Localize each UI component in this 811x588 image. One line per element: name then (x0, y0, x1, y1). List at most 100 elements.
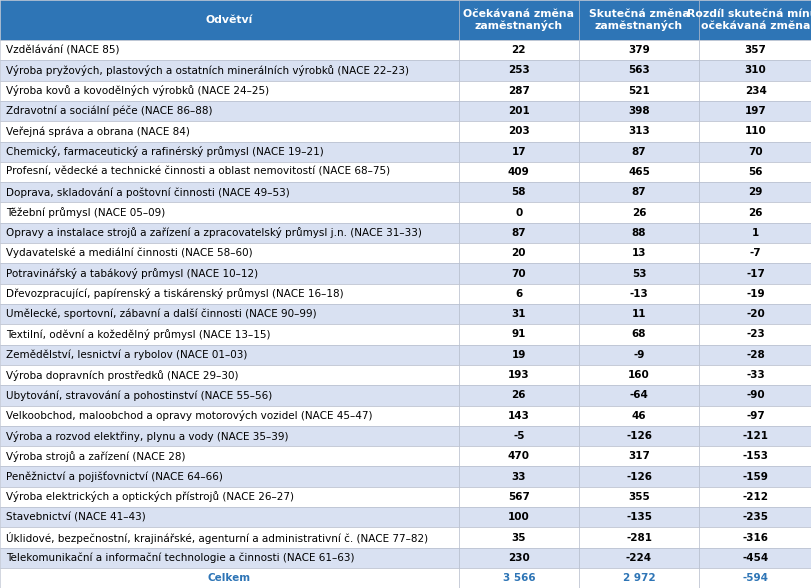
Text: Celkem: Celkem (208, 573, 251, 583)
Bar (458, 365, 578, 385)
Text: -316: -316 (741, 533, 768, 543)
Bar (0, 202, 458, 223)
Bar (578, 263, 698, 283)
Bar (458, 507, 578, 527)
Bar (578, 223, 698, 243)
Bar (578, 487, 698, 507)
Text: Dřevozpracující, papírenský a tiskárenský průmysl (NACE 16–18): Dřevozpracující, papírenský a tiskárensk… (6, 288, 343, 299)
Text: Výroba elektrických a optických přístrojů (NACE 26–27): Výroba elektrických a optických přístroj… (6, 492, 294, 502)
Text: -594: -594 (741, 573, 768, 583)
Text: 20: 20 (511, 248, 526, 258)
Text: Peněžnictví a pojišťovnictví (NACE 64–66): Peněžnictví a pojišťovnictví (NACE 64–66… (6, 471, 222, 482)
Text: 53: 53 (631, 269, 646, 279)
Text: 203: 203 (508, 126, 529, 136)
Bar (578, 304, 698, 325)
Text: 26: 26 (748, 208, 762, 218)
Text: Zdravotní a sociální péče (NACE 86–88): Zdravotní a sociální péče (NACE 86–88) (6, 106, 212, 116)
Bar (458, 162, 578, 182)
Text: Odvětví: Odvětví (205, 15, 253, 25)
Text: Chemický, farmaceutický a rafinérský průmysl (NACE 19–21): Chemický, farmaceutický a rafinérský prů… (6, 146, 324, 157)
Bar (698, 223, 811, 243)
Bar (578, 527, 698, 547)
Bar (698, 243, 811, 263)
Text: 35: 35 (511, 533, 526, 543)
Text: 26: 26 (631, 208, 646, 218)
Text: -454: -454 (741, 553, 768, 563)
Bar (458, 40, 578, 61)
Bar (578, 325, 698, 345)
Bar (578, 507, 698, 527)
Bar (578, 568, 698, 588)
Bar (578, 121, 698, 142)
Text: -19: -19 (745, 289, 764, 299)
Bar (458, 202, 578, 223)
Bar (0, 466, 458, 487)
Bar (698, 142, 811, 162)
Bar (0, 304, 458, 325)
Text: -235: -235 (741, 512, 768, 522)
Bar (0, 162, 458, 182)
Bar (578, 406, 698, 426)
Text: -9: -9 (633, 350, 644, 360)
Bar (578, 162, 698, 182)
Text: 2 972: 2 972 (622, 573, 654, 583)
Bar (458, 304, 578, 325)
Bar (578, 182, 698, 202)
Bar (458, 182, 578, 202)
Bar (0, 81, 458, 101)
Bar (698, 507, 811, 527)
Text: Vydavatelské a mediální činnosti (NACE 58–60): Vydavatelské a mediální činnosti (NACE 5… (6, 248, 252, 259)
Text: Vzdělávání (NACE 85): Vzdělávání (NACE 85) (6, 45, 119, 55)
Bar (698, 365, 811, 385)
Text: 465: 465 (628, 167, 649, 177)
Text: Výroba a rozvod elektřiny, plynu a vody (NACE 35–39): Výroba a rozvod elektřiny, plynu a vody … (6, 430, 288, 442)
Text: -281: -281 (625, 533, 651, 543)
Bar (578, 547, 698, 568)
Text: 201: 201 (508, 106, 529, 116)
Text: -212: -212 (741, 492, 768, 502)
Text: 70: 70 (511, 269, 526, 279)
Text: 1: 1 (751, 228, 758, 238)
Text: 287: 287 (508, 86, 529, 96)
Bar (458, 142, 578, 162)
Bar (458, 487, 578, 507)
Bar (0, 283, 458, 304)
Text: Těžební průmysl (NACE 05–09): Těžební průmysl (NACE 05–09) (6, 207, 165, 218)
Bar (578, 466, 698, 487)
Bar (458, 466, 578, 487)
Bar (0, 345, 458, 365)
Text: 379: 379 (628, 45, 649, 55)
Bar (0, 487, 458, 507)
Bar (458, 325, 578, 345)
Text: Veřejná správa a obrana (NACE 84): Veřejná správa a obrana (NACE 84) (6, 126, 190, 136)
Text: Výroba pryžových, plastových a ostatních minerálních výrobků (NACE 22–23): Výroba pryžových, plastových a ostatních… (6, 65, 409, 76)
Bar (698, 121, 811, 142)
Bar (578, 345, 698, 365)
Text: Velkoobchod, maloobchod a opravy motorových vozidel (NACE 45–47): Velkoobchod, maloobchod a opravy motorov… (6, 410, 372, 421)
Bar (698, 487, 811, 507)
Bar (0, 223, 458, 243)
Bar (698, 101, 811, 121)
Text: 409: 409 (508, 167, 529, 177)
Text: 6: 6 (515, 289, 521, 299)
Bar (0, 121, 458, 142)
Text: -20: -20 (745, 309, 764, 319)
Bar (578, 101, 698, 121)
Bar (0, 507, 458, 527)
Bar (458, 121, 578, 142)
Text: 3 566: 3 566 (502, 573, 534, 583)
Bar (578, 243, 698, 263)
Text: 230: 230 (508, 553, 529, 563)
Text: -33: -33 (745, 370, 764, 380)
Bar (578, 202, 698, 223)
Text: -64: -64 (629, 390, 648, 400)
Text: Výroba strojů a zařízení (NACE 28): Výroba strojů a zařízení (NACE 28) (6, 451, 185, 462)
Text: 234: 234 (744, 86, 766, 96)
Text: Ubytování, stravování a pohostinství (NACE 55–56): Ubytování, stravování a pohostinství (NA… (6, 390, 272, 400)
Bar (458, 406, 578, 426)
Text: -121: -121 (741, 431, 768, 441)
Text: -159: -159 (742, 472, 767, 482)
Bar (0, 547, 458, 568)
Bar (698, 527, 811, 547)
Text: 193: 193 (508, 370, 529, 380)
